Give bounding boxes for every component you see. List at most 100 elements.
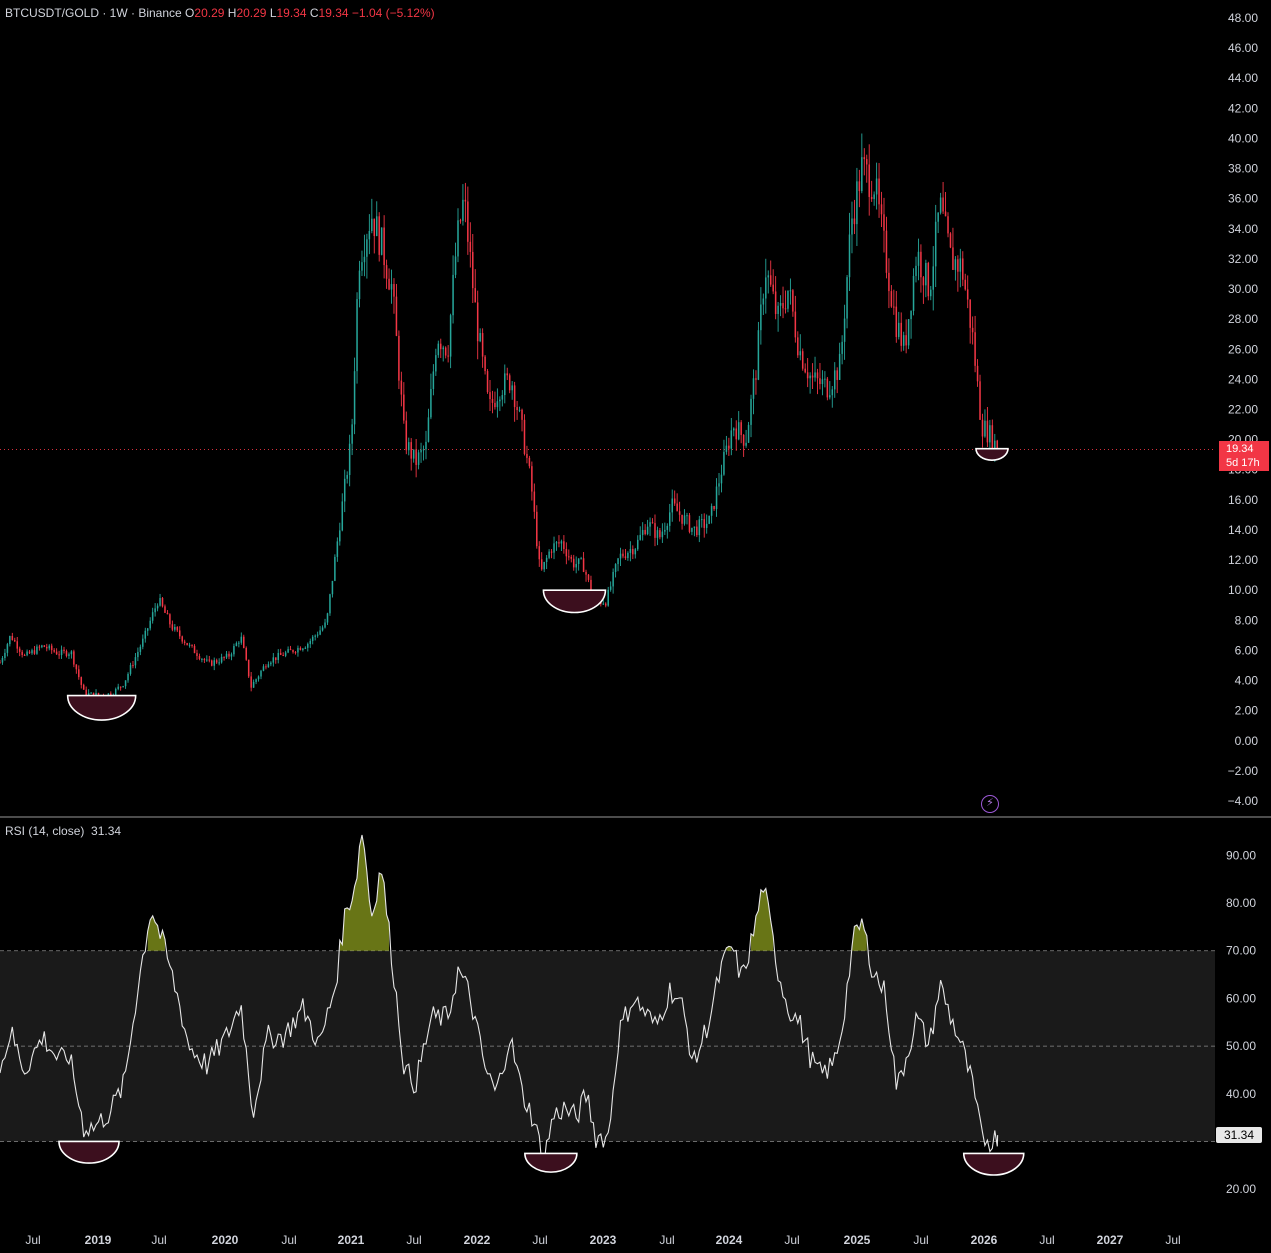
candle-body <box>85 689 87 696</box>
candle-body <box>9 635 11 645</box>
lightning-icon[interactable]: ⚡ <box>981 795 999 813</box>
candle-body <box>676 503 678 512</box>
time-axis-tick: Jul <box>406 1233 421 1247</box>
candle-body <box>664 529 666 532</box>
candle-body <box>33 650 36 654</box>
candle-body <box>422 449 425 451</box>
candle-body <box>713 506 715 510</box>
time-axis-tick: 2022 <box>464 1233 491 1247</box>
candle-body <box>449 315 452 357</box>
candle-body <box>134 657 137 666</box>
candle-body <box>299 647 302 651</box>
candle-body <box>920 251 922 278</box>
candle-body <box>833 370 836 390</box>
candle-body <box>356 299 358 372</box>
candle-body <box>804 368 806 373</box>
candle-body <box>319 630 321 635</box>
candle-body <box>740 422 742 435</box>
time-axis-tick: 2024 <box>716 1233 743 1247</box>
candle-body <box>53 650 55 652</box>
candle-body <box>949 233 952 248</box>
candle-body <box>518 409 521 411</box>
candle-body <box>723 451 725 475</box>
rsi-line <box>0 834 999 1165</box>
candle-body <box>762 298 765 305</box>
candle-body <box>294 652 297 654</box>
candle-body <box>474 288 476 303</box>
price-axis-tick: −2.00 <box>1228 764 1259 778</box>
candle-body <box>843 318 846 342</box>
candle-body <box>927 262 930 297</box>
candle-body <box>215 660 218 663</box>
time-axis-tick: 2020 <box>212 1233 239 1247</box>
candle-body <box>612 571 614 587</box>
time-axis-tick: 2021 <box>338 1233 365 1247</box>
candle-body <box>171 624 174 630</box>
candle-body <box>127 673 129 681</box>
candle-body <box>917 251 920 266</box>
candle-body <box>265 666 267 668</box>
candle-body <box>947 216 949 234</box>
candle-body <box>351 424 353 444</box>
candle-body <box>481 333 484 357</box>
candle-body <box>496 401 499 408</box>
candle-body <box>383 227 385 266</box>
candle-body <box>277 652 280 660</box>
candle-body <box>279 652 282 655</box>
candle-body <box>836 370 838 380</box>
candle-body <box>26 651 28 656</box>
time-axis-tick: 2026 <box>971 1233 998 1247</box>
rsi-axis-tick: 20.00 <box>1226 1182 1256 1196</box>
candle-body <box>797 337 799 356</box>
candle-body <box>188 644 191 646</box>
candle-body <box>146 628 149 631</box>
candle-body <box>6 644 9 653</box>
candle-body <box>139 646 142 652</box>
candle-body <box>447 355 449 357</box>
candle-body <box>14 639 16 642</box>
candle-body <box>516 407 518 411</box>
candle-body <box>46 646 48 649</box>
candle-body <box>176 627 179 631</box>
candle-body <box>954 259 957 270</box>
price-axis-tick: 32.00 <box>1228 252 1258 266</box>
candle-body <box>632 549 634 555</box>
candle-body <box>666 525 669 530</box>
candle-body <box>339 530 341 542</box>
candle-body <box>403 394 405 421</box>
candle-body <box>646 526 649 535</box>
candle-body <box>282 654 284 656</box>
candle-body <box>526 453 528 458</box>
candle-body <box>701 519 703 521</box>
rsi-bottom-marker <box>524 1152 578 1173</box>
candle-body <box>230 654 233 657</box>
time-axis-tick: Jul <box>659 1233 674 1247</box>
rsi-line-group <box>0 834 1025 1176</box>
candle-body <box>875 178 878 195</box>
candle-body <box>267 664 270 668</box>
candle-body <box>50 645 53 651</box>
price-grid <box>0 449 1271 818</box>
rsi-band <box>0 950 1215 1142</box>
candle-body <box>178 630 181 637</box>
price-tag-value: 19.34 <box>1226 443 1254 455</box>
open-label: O <box>185 6 195 20</box>
candle-body <box>28 651 31 654</box>
candle-body <box>558 542 560 544</box>
candle-body <box>36 646 38 654</box>
candle-body <box>494 402 496 408</box>
candle-body <box>31 650 33 654</box>
candle-body <box>412 449 415 459</box>
candle-body <box>343 478 346 502</box>
candle-body <box>661 531 664 538</box>
candle-body <box>824 378 826 380</box>
candle-body <box>151 612 154 621</box>
candle-body <box>885 230 888 273</box>
candle-body <box>826 378 829 398</box>
candle-body <box>755 378 757 380</box>
axes: 48.00 46.00 44.00 42.00 40.00 38.00 36.00 34.00… <box>25 11 1258 1247</box>
price-axis-tick: 46.00 <box>1228 41 1258 55</box>
candle-body <box>742 434 745 446</box>
candle-body <box>769 275 772 285</box>
rsi-legend: RSI (14, close) 31.34 <box>5 824 121 838</box>
